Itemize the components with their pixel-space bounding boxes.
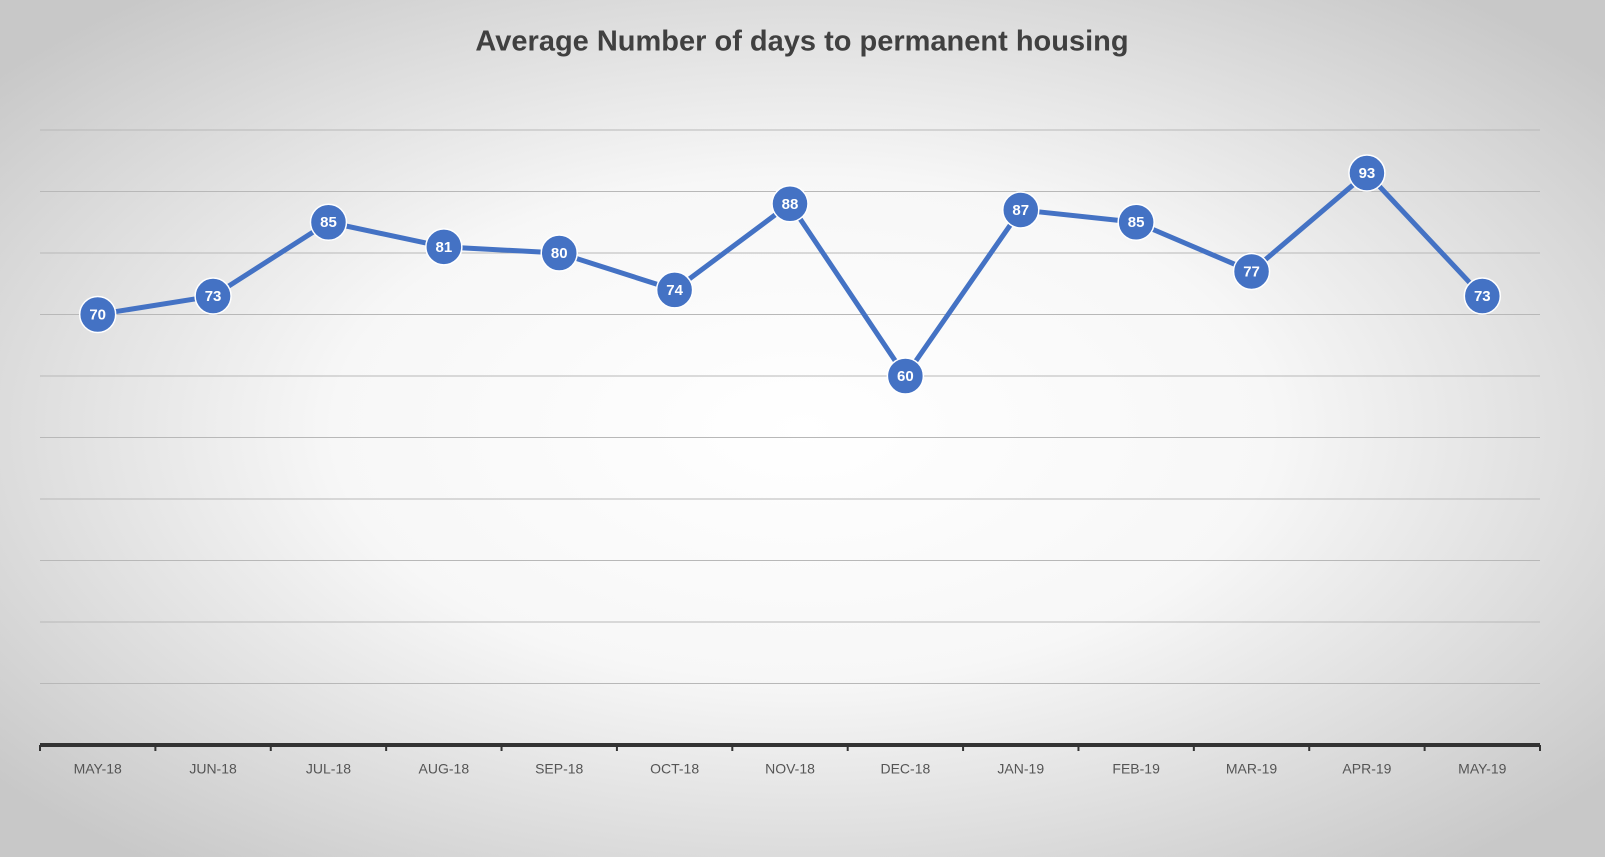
x-tick-label: DEC-18 <box>880 761 930 777</box>
data-label: 73 <box>205 288 222 305</box>
data-label: 85 <box>1128 214 1145 231</box>
x-tick-label: FEB-19 <box>1112 761 1160 777</box>
data-point <box>194 277 232 315</box>
data-label: 93 <box>1359 165 1376 182</box>
x-tick-label: NOV-18 <box>765 761 815 777</box>
data-label: 60 <box>897 368 914 385</box>
data-point <box>1348 154 1386 192</box>
x-tick-label: APR-19 <box>1342 761 1391 777</box>
x-tick-label: SEP-18 <box>535 761 583 777</box>
data-point <box>425 228 463 266</box>
data-point <box>771 185 809 223</box>
data-label: 77 <box>1243 263 1260 280</box>
data-point <box>1117 203 1155 241</box>
data-point <box>78 295 117 334</box>
chart-title: Average Number of days to permanent hous… <box>475 26 1128 58</box>
data-label: 81 <box>436 239 453 256</box>
data-point <box>655 271 694 309</box>
data-point <box>1232 252 1271 291</box>
data-label: 74 <box>666 282 683 299</box>
data-point <box>1002 191 1040 229</box>
data-label: 85 <box>320 214 337 231</box>
x-tick-label: JUN-18 <box>189 761 237 777</box>
x-tick-label: JUL-18 <box>306 761 351 777</box>
x-tick-label: MAY-19 <box>1458 761 1506 777</box>
x-tick-label: JAN-19 <box>997 761 1044 777</box>
data-label: 70 <box>89 306 106 323</box>
data-label: 88 <box>782 196 799 213</box>
x-tick-label: OCT-18 <box>650 761 699 777</box>
data-point <box>309 203 348 241</box>
data-label: 80 <box>551 245 568 262</box>
data-label: 87 <box>1012 202 1029 219</box>
data-label: 73 <box>1474 288 1491 305</box>
data-point <box>540 234 578 272</box>
x-tick-label: MAY-18 <box>74 761 122 777</box>
data-point <box>886 357 925 395</box>
x-tick-label: MAR-19 <box>1226 761 1278 777</box>
x-tick-label: AUG-18 <box>419 761 470 777</box>
data-point <box>1463 277 1502 315</box>
